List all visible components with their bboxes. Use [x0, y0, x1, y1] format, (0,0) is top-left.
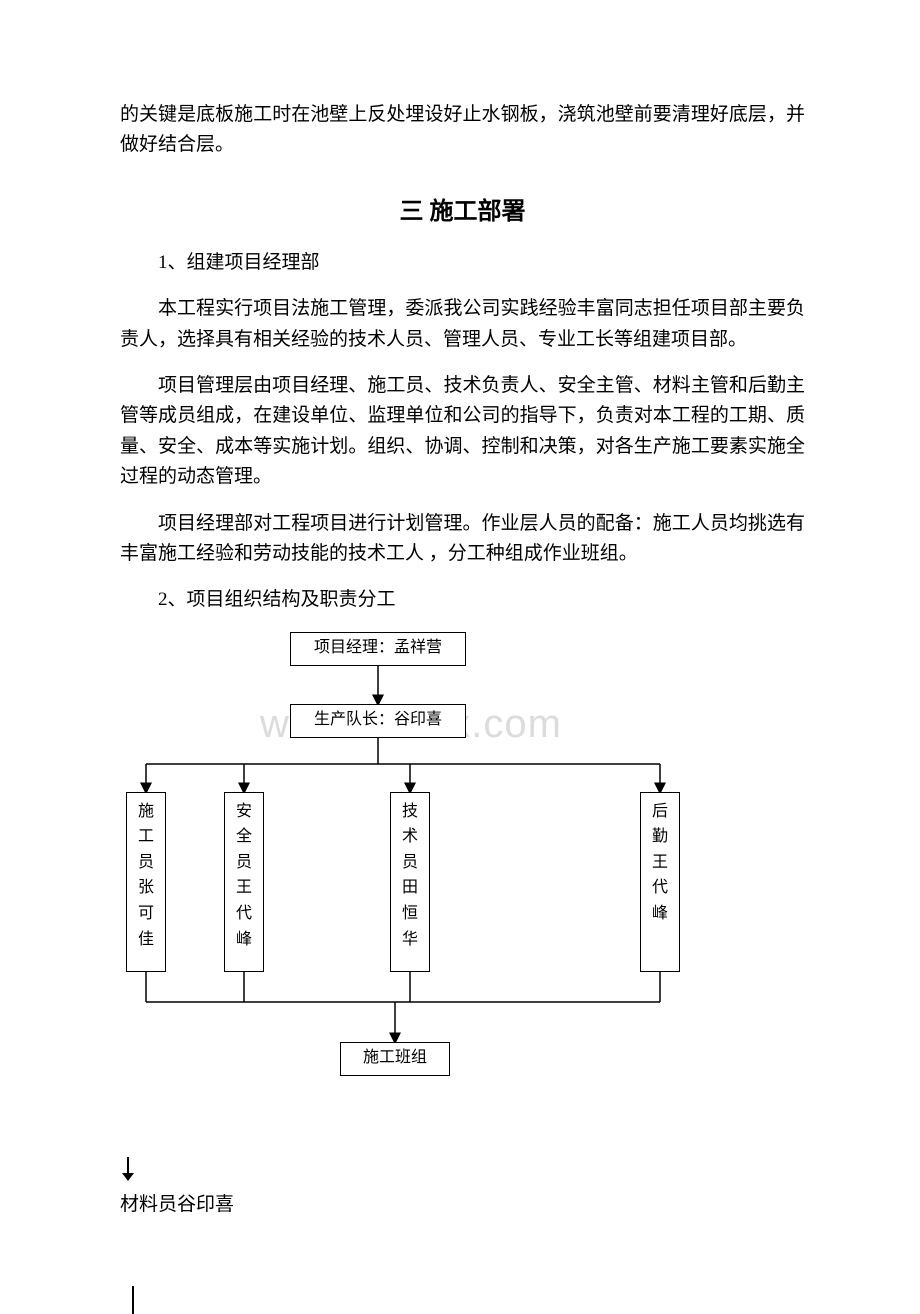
org-box-team: 施工班组 [340, 1042, 450, 1076]
org-box-technical: 技 术 员 田 恒 华 [390, 792, 430, 972]
org-box-safety: 安 全 员 王 代 峰 [224, 792, 264, 972]
org-box-manager: 项目经理：孟祥营 [290, 632, 466, 666]
org-chart: www.bdocx.com [120, 632, 800, 1097]
org-chart-lines [120, 632, 800, 1097]
section-2-title: 2、项目组织结构及职责分工 [120, 585, 805, 615]
section-heading: 三 施工部署 [120, 191, 805, 226]
paragraph-1: 本工程实行项目法施工管理，委派我公司实践经验丰富同志担任项目部主要负责人，选择具… [120, 294, 805, 355]
paragraph-2: 项目管理层由项目经理、施工员、技术负责人、安全主管、材料主管和后勤主管等成员组成… [120, 371, 805, 493]
extra-block: 材料员谷印喜 [120, 1157, 805, 1314]
org-box-logistics: 后 勤 王 代 峰 [640, 792, 680, 972]
org-box-leader: 生产队长：谷印喜 [290, 704, 466, 738]
down-arrow-icon [120, 1157, 140, 1183]
stray-vertical-line [132, 1286, 134, 1314]
section-1-title: 1、组建项目经理部 [120, 248, 805, 278]
intro-paragraph: 的关键是底板施工时在池壁上反处埋设好止水钢板，浇筑池壁前要清理好底层，并做好结合… [120, 100, 805, 161]
extra-label: 材料员谷印喜 [120, 1194, 234, 1215]
paragraph-3: 项目经理部对工程项目进行计划管理。作业层人员的配备：施工人员均挑选有丰富施工经验… [120, 509, 805, 570]
org-box-construction: 施 工 员 张 可 佳 [126, 792, 166, 972]
